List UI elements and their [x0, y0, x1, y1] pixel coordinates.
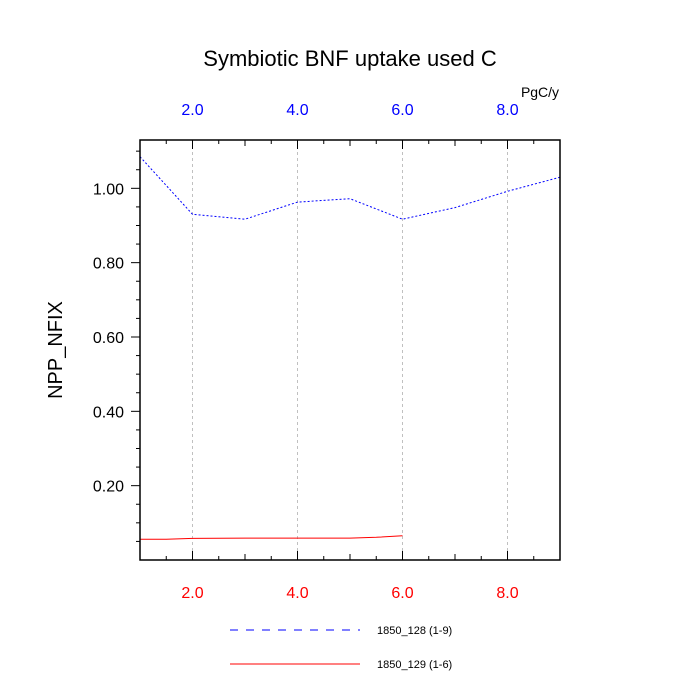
chart-title: Symbiotic BNF uptake used C: [203, 46, 497, 71]
y-tick-label-0: 0.20: [93, 479, 124, 496]
legend-label-0: 1850_128 (1-9): [377, 625, 452, 637]
y-tick-label-2: 0.60: [93, 330, 124, 347]
y-tick-label-1: 0.40: [93, 404, 124, 421]
x-tick-label-bottom-0: 2.0: [181, 585, 203, 602]
units-label: PgC/y: [521, 84, 559, 100]
legend-label-1: 1850_129 (1-6): [377, 659, 452, 671]
legend-layer: 1850_128 (1-9) 1850_129 (1-6): [230, 625, 452, 671]
x-tick-label-top-2: 6.0: [391, 102, 413, 119]
series-line-0: [139, 156, 561, 220]
x-tick-label-top-0: 2.0: [181, 102, 203, 119]
x-tick-label-bottom-2: 6.0: [391, 585, 413, 602]
x-tick-label-top-3: 8.0: [496, 102, 518, 119]
y-tick-label-4: 1.00: [93, 181, 124, 198]
series-line-1: [140, 535, 403, 540]
series-layer: [139, 156, 561, 540]
axes-layer: 2.0 2.0 4.0 4.0 6.0 6.0 8.0 8.0 0.20 0.40 0.60 0.80…: [93, 102, 561, 602]
y-tick-label-3: 0.80: [93, 256, 124, 273]
x-tick-label-top-1: 4.0: [286, 102, 308, 119]
x-tick-label-bottom-3: 8.0: [496, 585, 518, 602]
x-tick-label-bottom-1: 4.0: [286, 585, 308, 602]
y-axis-label: NPP_NFIX: [45, 301, 67, 399]
grid-layer: [192, 140, 508, 560]
